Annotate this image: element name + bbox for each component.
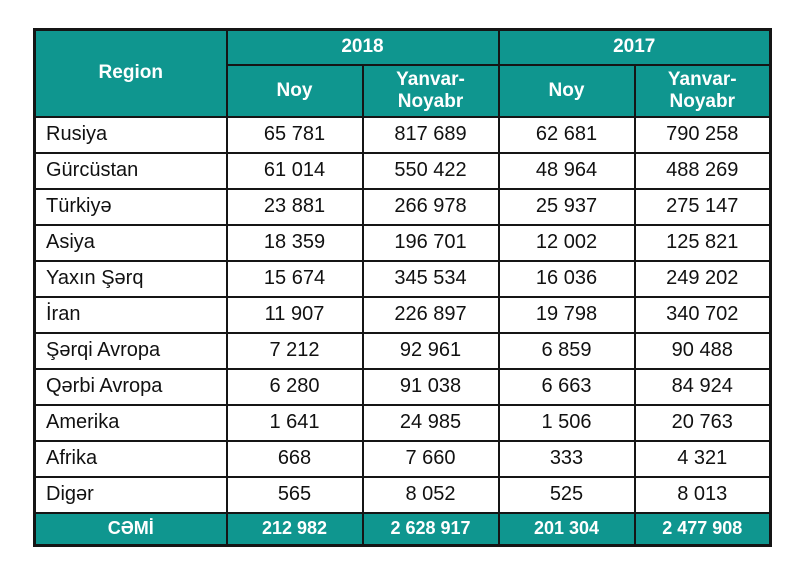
region-cell: Yaxın Şərq bbox=[33, 259, 228, 298]
table-header-year-row: Region 2018 2017 bbox=[33, 28, 772, 118]
value-cell: 275 147 bbox=[633, 187, 772, 226]
value-cell: 18 359 bbox=[225, 223, 364, 262]
value-cell: 488 269 bbox=[633, 151, 772, 190]
value-cell: 16 036 bbox=[497, 259, 636, 298]
table-row: Asiya 18 359 196 701 12 002 125 821 bbox=[33, 223, 772, 262]
total-label: CƏMİ bbox=[33, 511, 228, 547]
value-cell: 1 641 bbox=[225, 403, 364, 442]
table-row: Afrika 668 7 660 333 4 321 bbox=[33, 439, 772, 478]
value-cell: 196 701 bbox=[361, 223, 500, 262]
value-cell: 345 534 bbox=[361, 259, 500, 298]
value-cell: 565 bbox=[225, 475, 364, 514]
table-header-month-row: Noy Yanvar- Noyabr Noy Yanvar- Noyabr bbox=[35, 63, 772, 118]
yanvar-noyabr-2017-column-header: Yanvar- Noyabr bbox=[633, 63, 772, 118]
region-cell: Digər bbox=[33, 475, 228, 514]
value-cell: 91 038 bbox=[361, 367, 500, 406]
region-cell: İran bbox=[33, 295, 228, 334]
total-value-cell: 212 982 bbox=[225, 511, 364, 547]
table-row: Gürcüstan 61 014 550 422 48 964 488 269 bbox=[33, 151, 772, 190]
value-cell: 12 002 bbox=[497, 223, 636, 262]
table-row: Şərqi Avropa 7 212 92 961 6 859 90 488 bbox=[33, 331, 772, 370]
total-value-cell: 2 477 908 bbox=[633, 511, 772, 547]
value-cell: 19 798 bbox=[497, 295, 636, 334]
total-value-cell: 201 304 bbox=[497, 511, 636, 547]
value-cell: 92 961 bbox=[361, 331, 500, 370]
region-cell: Rusiya bbox=[33, 115, 228, 154]
value-cell: 4 321 bbox=[633, 439, 772, 478]
table-row: İran 11 907 226 897 19 798 340 702 bbox=[33, 295, 772, 334]
value-cell: 90 488 bbox=[633, 331, 772, 370]
value-cell: 1 506 bbox=[497, 403, 636, 442]
value-cell: 8 013 bbox=[633, 475, 772, 514]
region-cell: Asiya bbox=[33, 223, 228, 262]
region-cell: Qərbi Avropa bbox=[33, 367, 228, 406]
value-cell: 61 014 bbox=[225, 151, 364, 190]
value-cell: 20 763 bbox=[633, 403, 772, 442]
value-cell: 24 985 bbox=[361, 403, 500, 442]
noy-2018-column-header: Noy bbox=[225, 63, 364, 118]
value-cell: 6 859 bbox=[497, 331, 636, 370]
value-cell: 525 bbox=[497, 475, 636, 514]
value-cell: 817 689 bbox=[361, 115, 500, 154]
value-cell: 340 702 bbox=[633, 295, 772, 334]
region-cell: Şərqi Avropa bbox=[33, 331, 228, 370]
region-cell: Afrika bbox=[33, 439, 228, 478]
value-cell: 11 907 bbox=[225, 295, 364, 334]
value-cell: 550 422 bbox=[361, 151, 500, 190]
value-cell: 23 881 bbox=[225, 187, 364, 226]
value-cell: 65 781 bbox=[225, 115, 364, 154]
table-row: Amerika 1 641 24 985 1 506 20 763 bbox=[33, 403, 772, 442]
value-cell: 333 bbox=[497, 439, 636, 478]
region-column-header: Region bbox=[33, 28, 228, 118]
total-value-cell: 2 628 917 bbox=[361, 511, 500, 547]
value-cell: 62 681 bbox=[497, 115, 636, 154]
value-cell: 226 897 bbox=[361, 295, 500, 334]
value-cell: 15 674 bbox=[225, 259, 364, 298]
table-row: Digər 565 8 052 525 8 013 bbox=[33, 475, 772, 514]
value-cell: 6 663 bbox=[497, 367, 636, 406]
value-cell: 125 821 bbox=[633, 223, 772, 262]
value-cell: 790 258 bbox=[633, 115, 772, 154]
value-cell: 249 202 bbox=[633, 259, 772, 298]
year-2017-header: 2017 bbox=[497, 28, 772, 66]
total-row: CƏMİ 212 982 2 628 917 201 304 2 477 908 bbox=[33, 511, 772, 547]
value-cell: 8 052 bbox=[361, 475, 500, 514]
table-row: Qərbi Avropa 6 280 91 038 6 663 84 924 bbox=[33, 367, 772, 406]
table-row: Rusiya 65 781 817 689 62 681 790 258 bbox=[33, 115, 772, 154]
noy-2017-column-header: Noy bbox=[497, 63, 636, 118]
yanvar-noyabr-2018-column-header: Yanvar- Noyabr bbox=[361, 63, 500, 118]
region-cell: Amerika bbox=[33, 403, 228, 442]
table-row: Yaxın Şərq 15 674 345 534 16 036 249 202 bbox=[33, 259, 772, 298]
table-row: Türkiyə 23 881 266 978 25 937 275 147 bbox=[33, 187, 772, 226]
value-cell: 84 924 bbox=[633, 367, 772, 406]
value-cell: 25 937 bbox=[497, 187, 636, 226]
value-cell: 7 212 bbox=[225, 331, 364, 370]
value-cell: 668 bbox=[225, 439, 364, 478]
region-statistics-table: Region 2018 2017 Noy Yanvar- Noyabr Noy … bbox=[33, 28, 772, 547]
region-cell: Türkiyə bbox=[33, 187, 228, 226]
year-2018-header: 2018 bbox=[225, 28, 500, 66]
value-cell: 6 280 bbox=[225, 367, 364, 406]
region-cell: Gürcüstan bbox=[33, 151, 228, 190]
value-cell: 266 978 bbox=[361, 187, 500, 226]
value-cell: 48 964 bbox=[497, 151, 636, 190]
value-cell: 7 660 bbox=[361, 439, 500, 478]
